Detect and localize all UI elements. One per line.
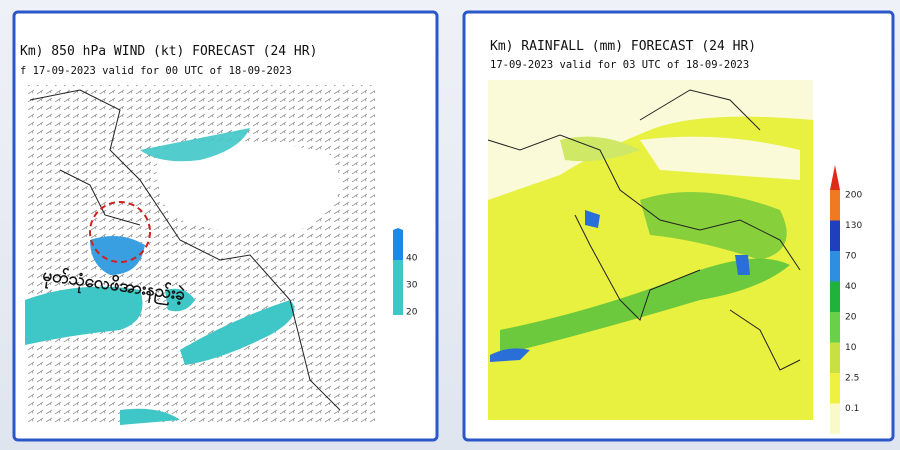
colorbar-label: 40 — [406, 254, 418, 264]
colorbar-label: 10 — [845, 343, 857, 353]
colorbar-swatch — [830, 312, 840, 343]
colorbar-label: 130 — [845, 221, 862, 231]
colorbar-swatch — [830, 190, 840, 221]
colorbar-top — [393, 228, 403, 260]
map-features — [487, 80, 813, 371]
map-features — [25, 89, 341, 425]
colorbar-swatch — [830, 403, 840, 434]
subtitle: f 17-09-2023 valid for 00 UTC of 18-09-2… — [20, 65, 292, 77]
colorbar-top — [830, 165, 840, 190]
wind-map — [25, 85, 375, 425]
colorbar-label: 200 — [845, 191, 862, 201]
colorbar-swatch — [830, 251, 840, 282]
colorbar-label: 2.5 — [845, 374, 859, 384]
colorbar: 200 130 70 40 20 10 2.5 0.1 — [830, 165, 862, 434]
colorbar-swatch — [830, 373, 840, 404]
colorbar — [393, 230, 403, 315]
colorbar-label: 0.1 — [845, 404, 859, 414]
colorbar-label: 30 — [406, 281, 418, 291]
title: Km) 850 hPa WIND (kt) FORECAST (24 HR) — [20, 44, 317, 59]
colorbar-label: 40 — [845, 282, 857, 292]
title: Km) RAINFALL (mm) FORECAST (24 HR) — [490, 39, 756, 54]
colorbar-label: 70 — [845, 252, 857, 262]
colorbar-swatch — [830, 220, 840, 251]
colorbar-swatch — [830, 342, 840, 373]
colorbar-swatch — [830, 281, 840, 312]
colorbar-label: 20 — [406, 308, 418, 318]
colorbar-label: 20 — [845, 313, 857, 323]
subtitle: 17-09-2023 valid for 03 UTC of 18-09-202… — [490, 59, 749, 71]
